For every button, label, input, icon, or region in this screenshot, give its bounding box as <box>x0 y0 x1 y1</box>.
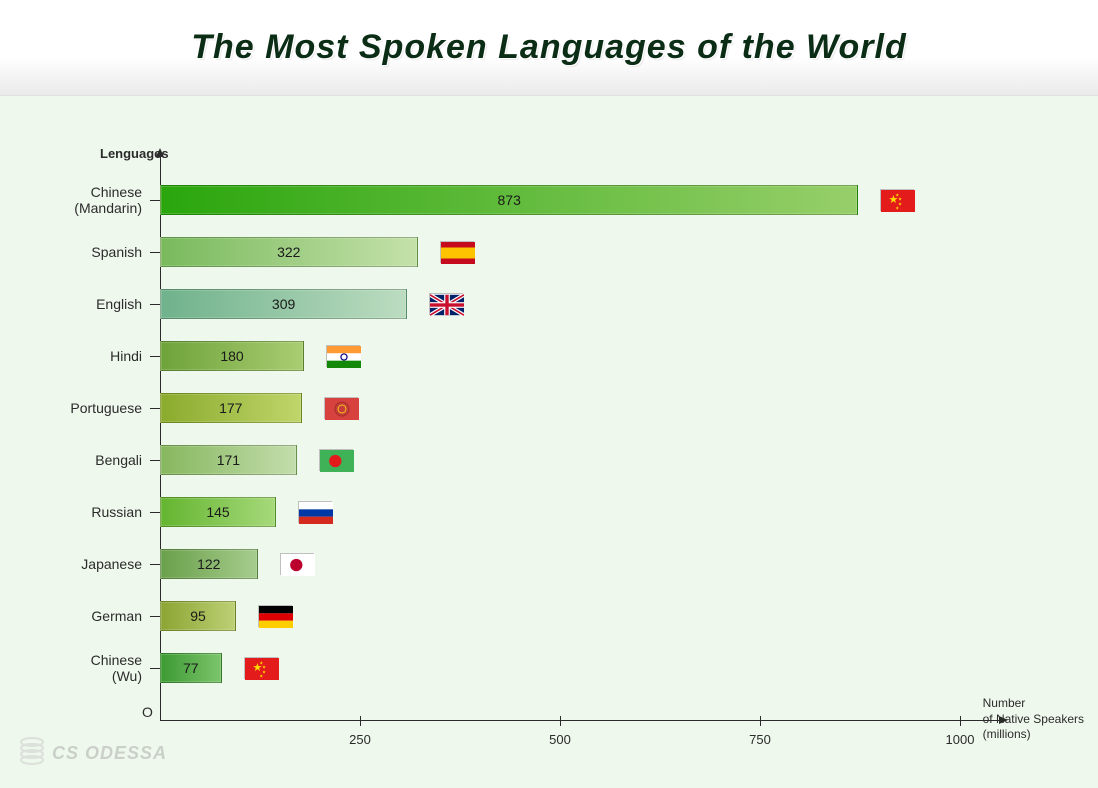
bar-row: Japanese122 <box>160 538 1000 590</box>
category-tick <box>150 304 160 305</box>
category-tick <box>150 564 160 565</box>
x-tick-label: 1000 <box>946 732 975 747</box>
category-label: Chinese(Wu) <box>91 652 142 684</box>
x-tick <box>560 716 561 726</box>
x-tick <box>960 716 961 726</box>
bar-value: 171 <box>217 452 240 468</box>
bar: 873 <box>160 185 858 215</box>
bars-container: Chinese(Mandarin)873 ★ ★ ★ ★ ★ Spanish32… <box>160 174 1000 694</box>
bar-value: 177 <box>219 400 242 416</box>
bar-value: 122 <box>197 556 220 572</box>
category-label: Russian <box>91 504 142 520</box>
bar-row: Bengali171 <box>160 434 1000 486</box>
bar: 145 <box>160 497 276 527</box>
bar: 95 <box>160 601 236 631</box>
bar: 322 <box>160 237 418 267</box>
bar-value: 873 <box>498 192 521 208</box>
bar: 180 <box>160 341 304 371</box>
x-tick-label: 750 <box>749 732 771 747</box>
logo-text: CS ODESSA <box>52 743 167 764</box>
chart-area: Lenguages 2505007501000 O Chinese(Mandar… <box>0 96 1098 788</box>
bar-value: 322 <box>277 244 300 260</box>
category-tick <box>150 200 160 201</box>
bar-value: 95 <box>190 608 206 624</box>
bar-value: 145 <box>206 504 229 520</box>
x-tick <box>360 716 361 726</box>
x-tick-label: 500 <box>549 732 571 747</box>
category-label: Bengali <box>95 452 142 468</box>
category-label: Portuguese <box>70 400 142 416</box>
flag-icon: ★ ★ ★ ★ ★ <box>880 189 914 211</box>
bar-row: English309 <box>160 278 1000 330</box>
bar-value: 180 <box>220 348 243 364</box>
category-label: Spanish <box>91 244 142 260</box>
x-tick-label: 250 <box>349 732 371 747</box>
bar: 171 <box>160 445 297 475</box>
category-label: Hindi <box>110 348 142 364</box>
svg-text:★: ★ <box>896 205 900 210</box>
x-axis-label: Numberof Native Speakers(millions) <box>983 696 1084 743</box>
bar-row: Portuguese177 <box>160 382 1000 434</box>
category-tick <box>150 512 160 513</box>
flag-icon: ★ ★ ★ ★ ★ <box>244 657 278 679</box>
logo: CS ODESSA <box>18 736 167 770</box>
category-tick <box>150 616 160 617</box>
flag-icon <box>280 553 314 575</box>
category-tick <box>150 408 160 409</box>
x-tick <box>760 716 761 726</box>
category-label: German <box>91 608 142 624</box>
category-tick <box>150 460 160 461</box>
flag-icon <box>298 501 332 523</box>
logo-icon <box>18 736 46 770</box>
bar-row: Russian145 <box>160 486 1000 538</box>
header: The Most Spoken Languages of the World <box>0 0 1098 96</box>
chart-title: The Most Spoken Languages of the World <box>191 28 907 67</box>
category-tick <box>150 252 160 253</box>
origin-label: O <box>142 704 153 720</box>
flag-icon <box>258 605 292 627</box>
bar-row: Spanish322 <box>160 226 1000 278</box>
bar-row: German95 <box>160 590 1000 642</box>
category-label: Chinese(Mandarin) <box>74 184 142 216</box>
bar-value: 309 <box>272 296 295 312</box>
flag-icon <box>429 293 463 315</box>
category-label: Japanese <box>81 556 142 572</box>
category-tick <box>150 668 160 669</box>
svg-text:★: ★ <box>259 673 263 678</box>
x-axis <box>160 720 1000 721</box>
bar: 77 <box>160 653 222 683</box>
bar-row: Chinese(Mandarin)873 ★ ★ ★ ★ ★ <box>160 174 1000 226</box>
category-tick <box>150 356 160 357</box>
bar: 177 <box>160 393 302 423</box>
flag-icon <box>324 397 358 419</box>
flag-icon <box>326 345 360 367</box>
bar-row: Chinese(Wu)77 ★ ★ ★ ★ ★ <box>160 642 1000 694</box>
flag-icon <box>319 449 353 471</box>
bar-value: 77 <box>183 660 199 676</box>
category-label: English <box>96 296 142 312</box>
flag-icon <box>440 241 474 263</box>
bar-row: Hindi180 <box>160 330 1000 382</box>
bar: 122 <box>160 549 258 579</box>
bar: 309 <box>160 289 407 319</box>
